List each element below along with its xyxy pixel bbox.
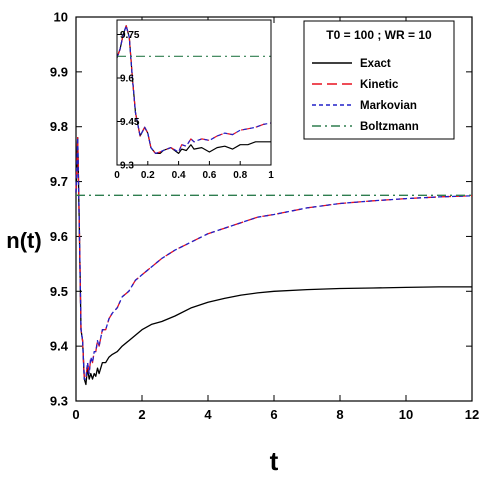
y-tick-label: 9.5 [50,284,68,299]
y-axis-title: n(t) [6,228,41,253]
inset-series-line-markovian [116,25,272,154]
inset-plot: 0 0.2 0.4 0.6 0.8 1 9.3 9.45 9.6 9.75 [114,19,274,181]
y-tick-label: 9.8 [50,119,68,134]
x-tick-label: 2 [138,407,145,422]
x-tick-label: 4 [204,407,212,422]
inset-y-ticks: 9.3 9.45 9.6 9.75 [117,30,140,172]
main-plot: 0 2 4 6 8 10 12 9.39.49.59.69.79.89.910 t n(t) [6,10,479,477]
x-tick-label: 8 [336,407,343,422]
legend-box [303,20,455,140]
inset-x-tick-label: 0 [114,170,120,181]
inset-series-group [116,25,272,154]
inset-x-tick-label: 1 [268,170,274,181]
y-tick-label: 10 [54,10,68,25]
legend-label-exact: Exact [360,58,391,70]
inset-plot-frame [116,19,272,166]
main-series-group [75,137,473,386]
legend-label-boltzmann: Boltzmann [360,121,419,133]
y-tick-label: 9.7 [50,174,68,189]
inset-x-tick-label: 0.8 [233,170,247,181]
inset-y-tick-label: 9.3 [120,161,134,172]
inset-background [117,20,271,165]
y-tick-label: 9.3 [50,394,68,409]
x-tick-label: 6 [270,407,277,422]
series-line-kinetic [75,137,473,380]
inset-x-tick-label: 0.4 [172,170,186,181]
legend-title: T0 = 100 ; WR = 10 [326,28,432,42]
inset-x-ticks: 0 0.2 0.4 0.6 0.8 1 [114,161,274,181]
legend-label-kinetic: Kinetic [360,79,399,91]
main-y-ticks: 9.39.49.59.69.79.89.910 [50,10,472,409]
y-tick-label: 9.6 [50,229,68,244]
x-tick-label: 0 [72,407,79,422]
inset-x-tick-label: 0.2 [141,170,155,181]
y-tick-label: 9.9 [50,64,68,79]
y-tick-label: 9.4 [50,339,69,354]
inset-y-tick-label: 9.45 [120,117,140,128]
x-tick-label: 12 [465,407,479,422]
inset-x-tick-label: 0.6 [202,170,216,181]
legend: T0 = 100 ; WR = 10 Exact Kinetic Markovian… [303,20,455,140]
inset-y-tick-label: 9.75 [120,30,140,41]
inset-y-tick-label: 9.6 [120,74,134,85]
x-tick-label: 10 [399,407,413,422]
series-line-markovian [75,137,473,380]
legend-label-markovian: Markovian [360,100,417,112]
x-axis-title: t [270,446,279,476]
series-line-exact [75,137,472,386]
legend-entries: Exact Kinetic Markovian Boltzmann [312,58,419,133]
